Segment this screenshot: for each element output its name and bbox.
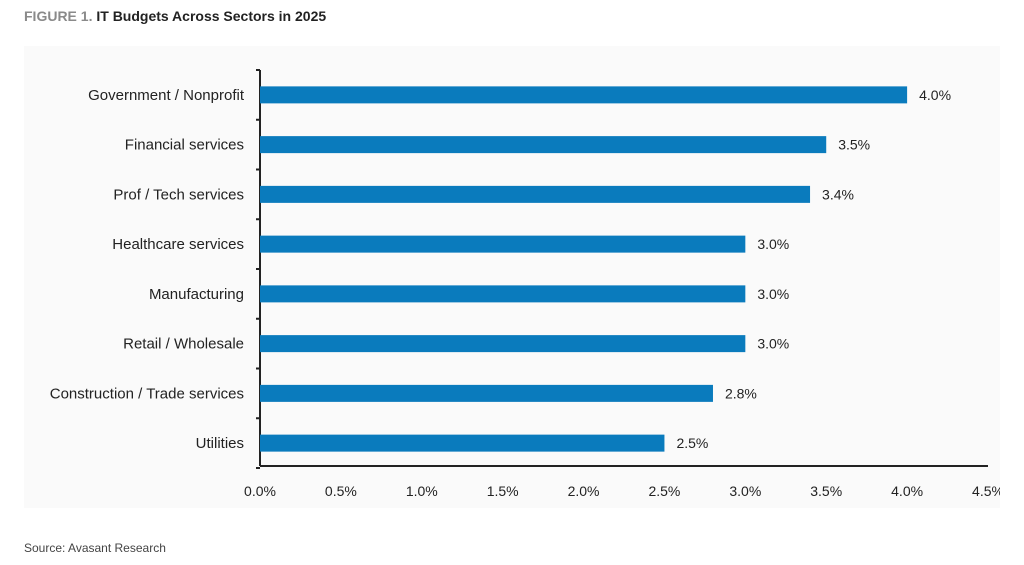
x-tick-label: 3.5% (810, 483, 842, 499)
bar (260, 86, 908, 104)
bar (260, 285, 746, 303)
x-tick-label: 1.0% (406, 483, 438, 499)
chart-panel: 0.0% 0.5% 1.0% 1.5% 2.0% 2.5% 3.0% 3.5% 4.0% 4.5%… (24, 46, 1000, 508)
category-label: Government / Nonprofit (88, 87, 245, 104)
data-label: 3.0% (757, 286, 789, 302)
figure-title-text: IT Budgets Across Sectors in 2025 (96, 8, 327, 24)
category-label: Financial services (125, 137, 244, 154)
category-label: Manufacturing (149, 286, 244, 303)
data-label: 2.5% (676, 435, 708, 451)
x-tick-label: 4.0% (891, 483, 923, 499)
bar (260, 434, 665, 452)
bar (260, 335, 746, 353)
category-label: Construction / Trade services (50, 385, 244, 402)
bar (260, 136, 827, 154)
data-label: 3.0% (757, 236, 789, 252)
x-tick-label: 2.5% (648, 483, 680, 499)
x-tick-label: 2.0% (568, 483, 600, 499)
category-label: Utilities (196, 435, 244, 452)
x-tick-label: 1.5% (487, 483, 519, 499)
figure-label: FIGURE 1. (24, 8, 93, 24)
data-label: 3.0% (757, 336, 789, 352)
category-label: Retail / Wholesale (123, 336, 244, 353)
data-label: 3.4% (822, 186, 854, 202)
data-label: 3.5% (838, 137, 870, 153)
category-label: Prof / Tech services (113, 186, 244, 203)
data-label: 4.0% (919, 87, 951, 103)
bar-chart: 0.0% 0.5% 1.0% 1.5% 2.0% 2.5% 3.0% 3.5% 4.0% 4.5%… (50, 69, 1000, 499)
bar (260, 235, 746, 253)
bar (260, 384, 713, 402)
x-tick-label: 4.5% (972, 483, 1000, 499)
x-tick-label: 0.5% (325, 483, 357, 499)
x-tick-label: 3.0% (729, 483, 761, 499)
x-tick-label: 0.0% (244, 483, 276, 499)
figure-title: FIGURE 1. IT Budgets Across Sectors in 2… (24, 8, 326, 24)
source-note: Source: Avasant Research (24, 541, 166, 555)
bar (260, 185, 811, 203)
data-label: 2.8% (725, 385, 757, 401)
category-label: Healthcare services (112, 236, 244, 253)
